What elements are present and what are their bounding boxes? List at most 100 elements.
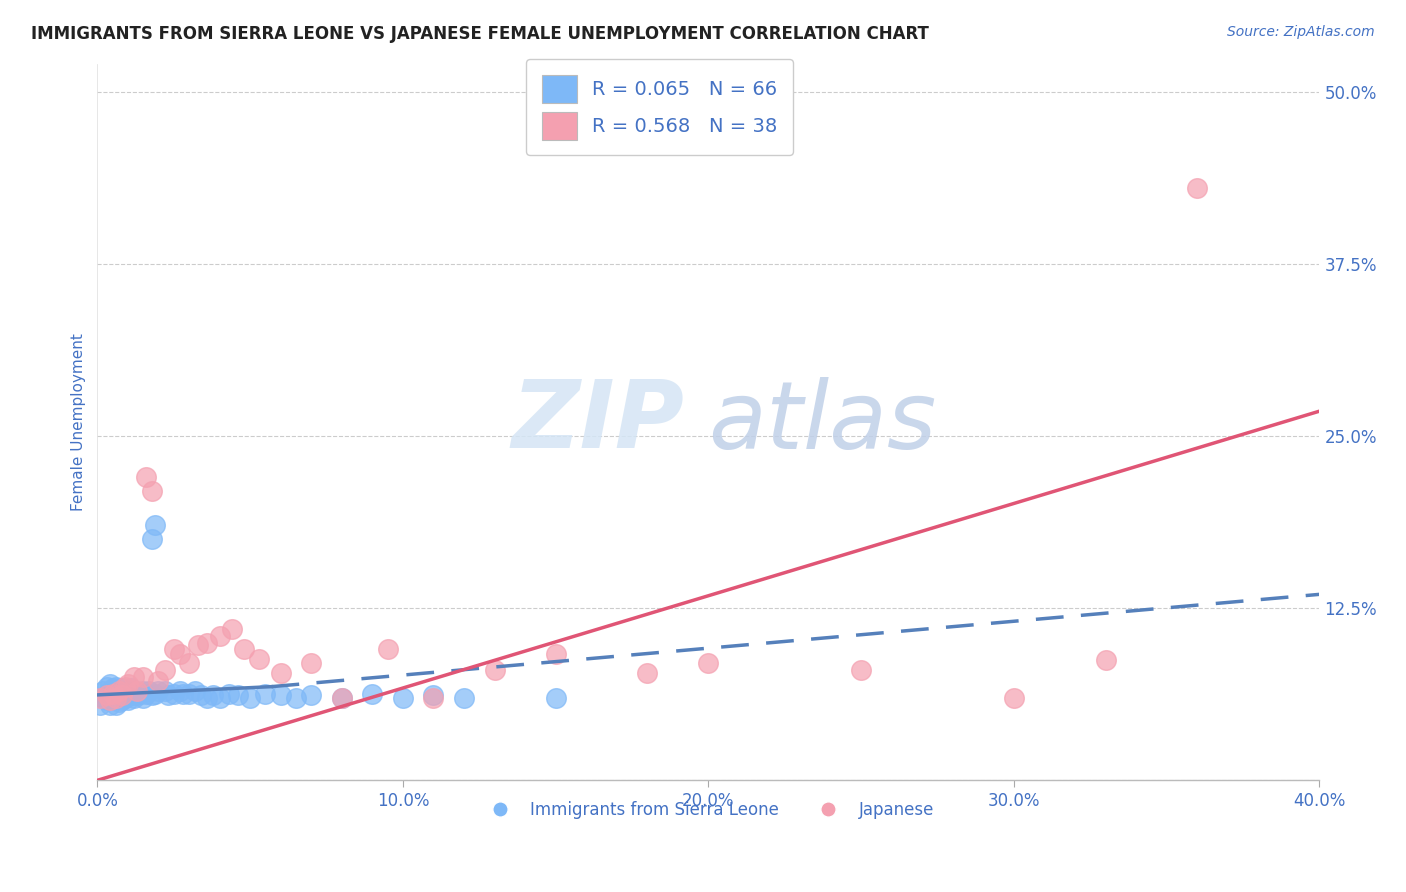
Point — [177, 657, 200, 671]
Point — [135, 686, 157, 700]
Point — [104, 690, 127, 705]
Point — [111, 693, 134, 707]
Y-axis label: Female Unemployment: Female Unemployment — [72, 334, 86, 511]
Point — [218, 686, 240, 700]
Point — [138, 683, 160, 698]
Point — [98, 690, 121, 705]
Point — [141, 533, 163, 547]
Point — [163, 642, 186, 657]
Point — [101, 681, 124, 695]
Point — [284, 690, 307, 705]
Point — [484, 663, 506, 677]
Point — [104, 686, 127, 700]
Point — [98, 693, 121, 707]
Point — [104, 690, 127, 705]
Point — [145, 518, 167, 533]
Text: Source: ZipAtlas.com: Source: ZipAtlas.com — [1227, 25, 1375, 39]
Point — [98, 677, 121, 691]
Point — [226, 688, 249, 702]
Point — [697, 657, 720, 671]
Point — [114, 690, 136, 705]
Point — [117, 686, 139, 700]
Point — [299, 657, 322, 671]
Point — [392, 690, 415, 705]
Point — [247, 652, 270, 666]
Point — [1002, 690, 1025, 705]
Point — [172, 686, 194, 700]
Point — [453, 690, 475, 705]
Point — [101, 686, 124, 700]
Point — [153, 683, 176, 698]
Point — [120, 688, 142, 702]
Point — [101, 688, 124, 702]
Point — [208, 690, 231, 705]
Point — [122, 670, 145, 684]
Point — [544, 690, 567, 705]
Point — [114, 680, 136, 694]
Point — [163, 686, 186, 700]
Point — [107, 695, 129, 709]
Point — [208, 629, 231, 643]
Point — [125, 688, 148, 702]
Point — [148, 683, 170, 698]
Text: atlas: atlas — [709, 376, 936, 467]
Point — [96, 693, 118, 707]
Point — [169, 683, 191, 698]
Point — [111, 681, 134, 695]
Point — [636, 665, 658, 680]
Point — [111, 688, 134, 702]
Point — [129, 686, 152, 700]
Point — [849, 663, 872, 677]
Point — [330, 690, 353, 705]
Point — [187, 638, 209, 652]
Point — [104, 698, 127, 712]
Point — [132, 670, 155, 684]
Point — [190, 688, 212, 702]
Point — [177, 686, 200, 700]
Point — [111, 686, 134, 700]
Text: IMMIGRANTS FROM SIERRA LEONE VS JAPANESE FEMALE UNEMPLOYMENT CORRELATION CHART: IMMIGRANTS FROM SIERRA LEONE VS JAPANESE… — [31, 25, 929, 43]
Point — [98, 683, 121, 698]
Point — [96, 680, 118, 694]
Point — [117, 677, 139, 691]
Point — [169, 647, 191, 661]
Point — [233, 642, 256, 657]
Point — [1094, 653, 1116, 667]
Point — [195, 690, 218, 705]
Point — [93, 683, 115, 698]
Point — [195, 635, 218, 649]
Point — [299, 688, 322, 702]
Point — [148, 674, 170, 689]
Text: ZIP: ZIP — [512, 376, 683, 468]
Point — [145, 686, 167, 700]
Point — [107, 682, 129, 697]
Point — [125, 683, 148, 698]
Point — [122, 690, 145, 705]
Point — [221, 622, 243, 636]
Point — [89, 698, 111, 712]
Point — [184, 683, 207, 698]
Point — [89, 690, 111, 705]
Point — [254, 686, 277, 700]
Point — [544, 647, 567, 661]
Point — [141, 688, 163, 702]
Point — [156, 688, 179, 702]
Point — [270, 665, 292, 680]
Point — [101, 693, 124, 707]
Point — [239, 690, 262, 705]
Point — [96, 688, 118, 702]
Legend: Immigrants from Sierra Leone, Japanese: Immigrants from Sierra Leone, Japanese — [477, 795, 941, 826]
Point — [114, 683, 136, 698]
Point — [93, 690, 115, 705]
Point — [422, 690, 444, 705]
Point — [377, 642, 399, 657]
Point — [202, 688, 225, 702]
Point — [153, 663, 176, 677]
Point — [1187, 181, 1209, 195]
Point — [117, 693, 139, 707]
Point — [270, 688, 292, 702]
Point — [120, 681, 142, 695]
Point — [135, 470, 157, 484]
Point — [422, 688, 444, 702]
Point — [330, 690, 353, 705]
